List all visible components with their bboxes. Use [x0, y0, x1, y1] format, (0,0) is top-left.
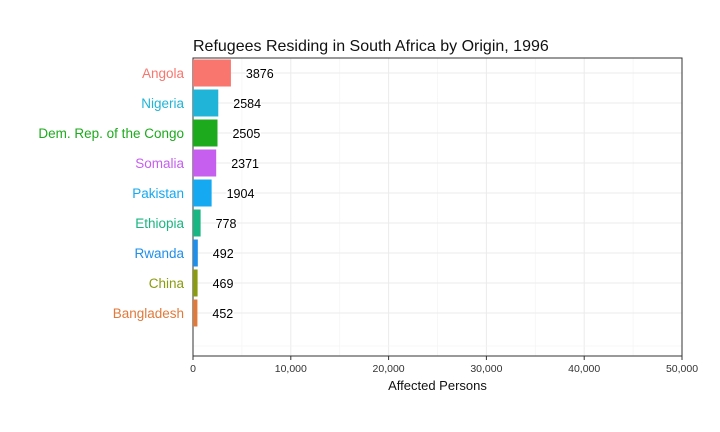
bar-angola [193, 59, 231, 87]
value-label: 2505 [232, 127, 260, 141]
value-label: 2371 [231, 157, 259, 171]
category-label: Bangladesh [113, 306, 184, 321]
grid-layer [192, 58, 683, 356]
value-label: 469 [213, 277, 234, 291]
chart-title: Refugees Residing in South Africa by Ori… [193, 38, 549, 55]
bar-pakistan [193, 179, 212, 207]
x-tick-label: 30,000 [470, 363, 502, 375]
category-label: Ethiopia [135, 216, 184, 231]
value-label: 1904 [227, 187, 255, 201]
bar-bangladesh [193, 299, 198, 327]
category-label: Angola [142, 66, 185, 81]
bar-ethiopia [193, 209, 201, 237]
category-label: Dem. Rep. of the Congo [38, 126, 184, 141]
value-labels: 3876 2584 2505 2371 1904 778 492 469 452 [211, 66, 275, 323]
x-tick-label: 10,000 [275, 363, 307, 375]
bar-dem-rep-of-the-congo [193, 119, 218, 147]
x-axis-ticks: 0 10,000 20,000 30,000 40,000 50,000 [190, 356, 698, 375]
x-tick-label: 50,000 [666, 363, 698, 375]
value-label: 492 [213, 247, 234, 261]
category-label: Somalia [135, 156, 184, 171]
bar-somalia [193, 149, 217, 177]
value-label: 2584 [233, 97, 261, 111]
bars-layer [193, 59, 231, 327]
bar-china [193, 269, 198, 297]
category-label: Nigeria [141, 96, 184, 111]
category-label: Pakistan [132, 186, 184, 201]
category-labels: Angola Nigeria Dem. Rep. of the Congo Somal… [38, 66, 184, 321]
value-label: 452 [212, 307, 233, 321]
x-axis-title: Affected Persons [388, 378, 487, 393]
bar-nigeria [193, 89, 219, 117]
plot-frame [192, 57, 683, 357]
bar-rwanda [193, 239, 198, 267]
x-tick-label: 40,000 [568, 363, 600, 375]
x-tick-label: 20,000 [373, 363, 405, 375]
x-tick-label: 0 [190, 363, 196, 375]
category-label: China [149, 276, 185, 291]
value-label: 3876 [246, 67, 274, 81]
value-label: 778 [216, 217, 237, 231]
category-label: Rwanda [134, 246, 184, 261]
